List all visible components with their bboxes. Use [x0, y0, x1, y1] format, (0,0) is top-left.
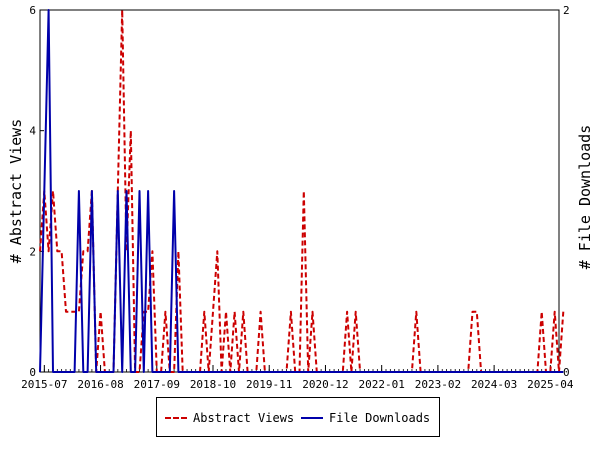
- x-tick-label-7: 2023-02: [415, 378, 461, 391]
- y-right-axis-title: # File Downloads: [576, 125, 594, 270]
- y-left-axis-title: # Abstract Views: [7, 119, 25, 264]
- x-tick-label-9: 2025-04: [527, 378, 574, 391]
- legend-swatch-file-downloads: [301, 417, 323, 419]
- x-tick-label-1: 2016-08: [77, 378, 123, 391]
- x-tick-label-2: 2017-09: [134, 378, 180, 391]
- x-tick-label-0: 2015-07: [21, 378, 67, 391]
- series-line-file-downloads: [39, 9, 564, 373]
- x-axis-ticks: 2015-07 2016-08 2017-09 2018-10 2019-11 2020-…: [21, 365, 574, 391]
- legend-label-file-downloads: File Downloads: [329, 411, 431, 425]
- legend: Abstract Views File Downloads: [156, 397, 440, 437]
- x-tick-label-6: 2022-01: [358, 378, 404, 391]
- x-tick-label-5: 2020-12: [302, 378, 348, 391]
- x-tick-label-8: 2024-03: [471, 378, 517, 391]
- y-left-tick-label-1: 2: [29, 245, 36, 258]
- legend-item-abstract-views: Abstract Views: [165, 410, 294, 426]
- y-right-tick-label-1: 2: [563, 4, 570, 17]
- y-left-tick-label-0: 0: [29, 366, 36, 379]
- x-tick-label-4: 2019-11: [246, 378, 292, 391]
- x-tick-label-3: 2018-10: [190, 378, 236, 391]
- legend-label-abstract-views: Abstract Views: [193, 411, 295, 425]
- y-right-tick-label-0: 0: [563, 366, 570, 379]
- legend-swatch-abstract-views: [165, 417, 187, 419]
- series-layer: [39, 9, 565, 373]
- y-left-tick-label-3: 6: [29, 4, 36, 17]
- legend-item-file-downloads: File Downloads: [301, 410, 430, 426]
- y-left-tick-label-2: 4: [29, 125, 36, 138]
